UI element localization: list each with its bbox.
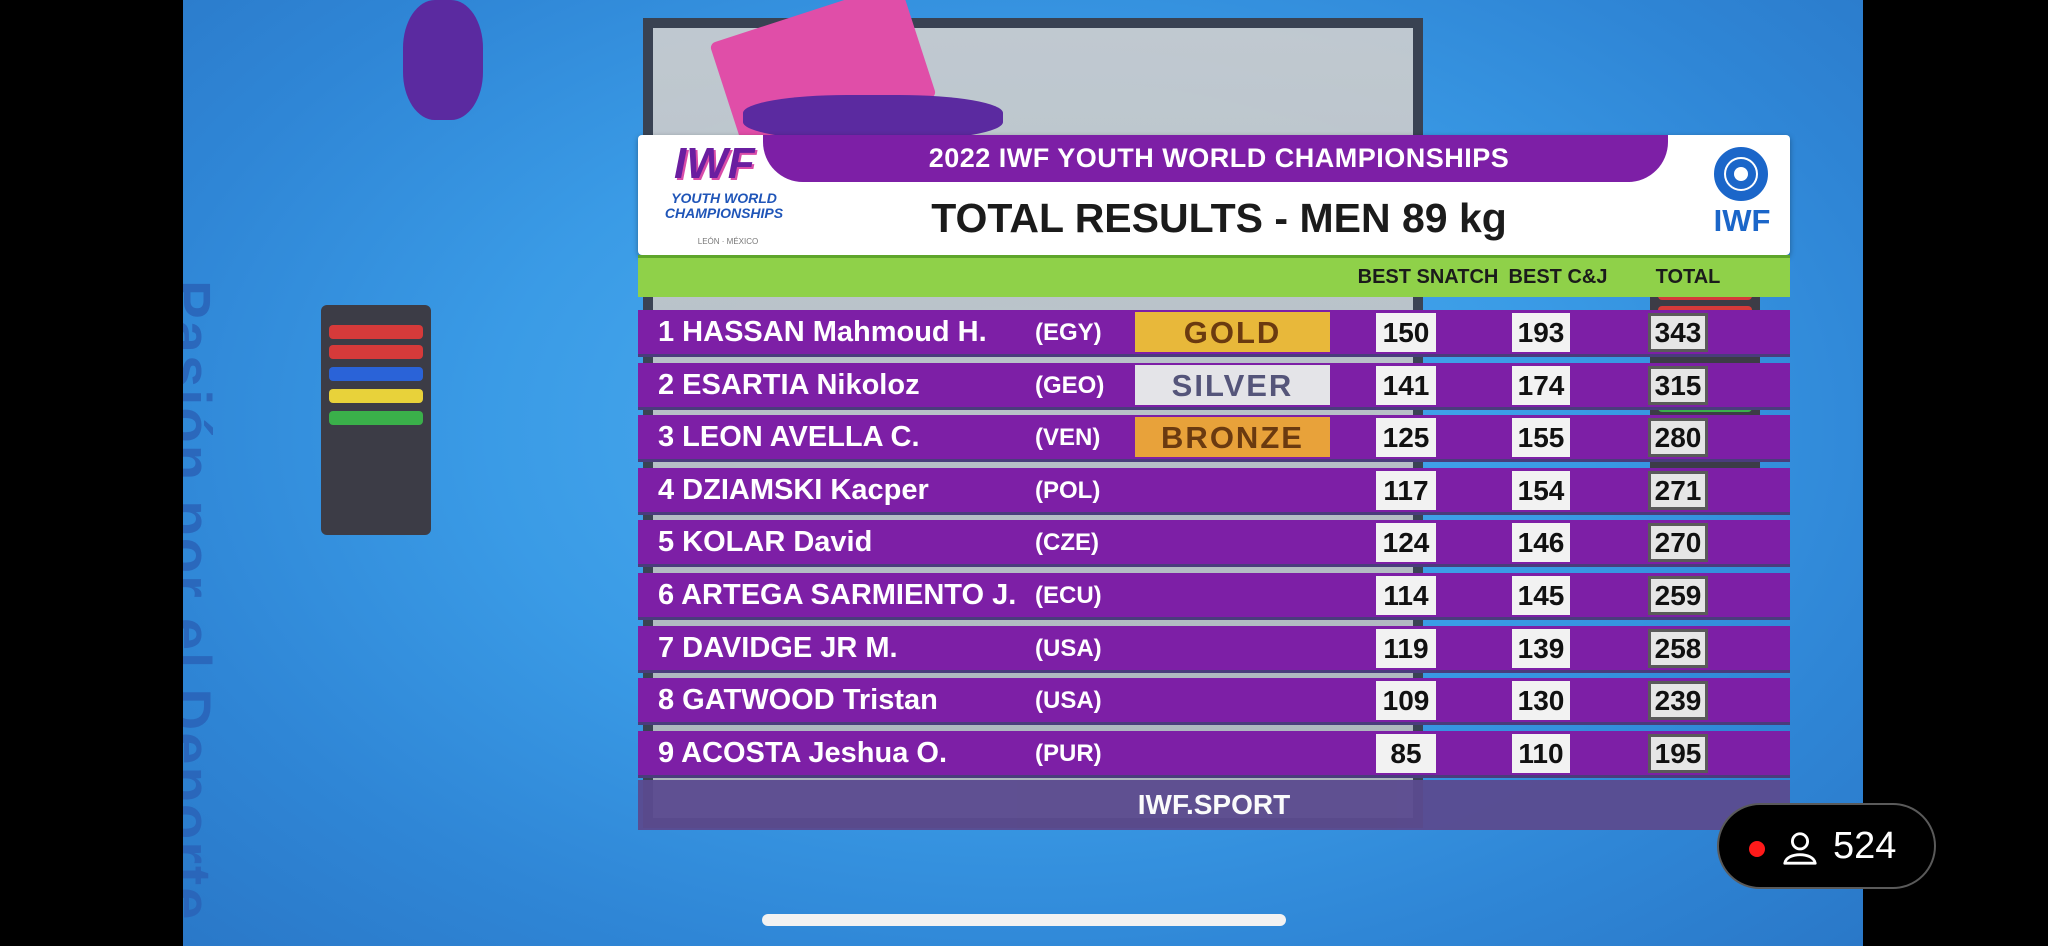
athlete-name: 2 ESARTIA Nikoloz (658, 368, 920, 401)
athlete-name: 6 ARTEGA SARMIENTO J. (658, 579, 1017, 611)
column-headers: BEST SNATCH BEST C&J TOTAL (638, 255, 1790, 297)
athlete-name: 5 KOLAR David (658, 526, 873, 559)
athlete-name: 8 GATWOOD Tristan (658, 684, 938, 717)
sponsor-banner-left: Pasión por el Deporte (183, 280, 222, 922)
iwf-logo: IWF (1678, 141, 1786, 249)
athlete-country: (ECU) (1035, 582, 1102, 609)
coach-figure (743, 95, 1003, 140)
cj-value: 154 (1512, 470, 1570, 510)
plate-rack-left (321, 305, 431, 535)
event-name: 2022 IWF YOUTH WORLD CHAMPIONSHIPS (928, 143, 1510, 173)
athlete-name: 3 LEON AVELLA C. (658, 421, 920, 454)
athlete-name: 1 HASSAN Mahmoud H. (658, 316, 987, 348)
total-value: 239 (1648, 681, 1708, 721)
athlete-country: (USA) (1035, 687, 1102, 715)
result-row: 4 DZIAMSKI Kacper (POL) 117 154 271 (638, 467, 1790, 515)
scoreboard-footer: IWF.SPORT (638, 780, 1790, 830)
cj-value: 139 (1512, 628, 1570, 668)
snatch-value: 114 (1376, 576, 1436, 615)
medal-badge: SILVER (1135, 364, 1330, 405)
video-stream[interactable]: Pasión por el Deporte 2022 IWF YOUTH WOR… (183, 0, 1863, 946)
athlete-country: (VEN) (1035, 424, 1101, 452)
result-row: 5 KOLAR David (CZE) 124 146 270 (638, 520, 1790, 568)
scoreboard-header: 2022 IWF YOUTH WORLD CHAMPIONSHIPS TOTAL… (638, 135, 1790, 255)
athlete-country: (GEO) (1035, 371, 1105, 399)
athlete-country: (CZE) (1035, 529, 1099, 557)
live-viewers-badge[interactable]: 524 (1717, 803, 1936, 889)
cj-value: 110 (1512, 733, 1570, 773)
total-value: 270 (1648, 523, 1708, 563)
cj-value: 193 (1512, 313, 1570, 352)
column-total: TOTAL (1655, 266, 1721, 288)
snatch-value: 109 (1376, 681, 1436, 721)
total-value: 195 (1648, 733, 1708, 773)
snatch-value: 141 (1376, 365, 1436, 405)
athlete-name: 7 DAVIDGE JR M. (658, 631, 898, 664)
iwf-website: IWF.SPORT (1137, 789, 1291, 820)
total-value: 280 (1648, 418, 1708, 458)
snatch-value: 150 (1376, 313, 1436, 352)
results-scoreboard: 2022 IWF YOUTH WORLD CHAMPIONSHIPS TOTAL… (638, 135, 1790, 830)
result-row: 9 ACOSTA Jeshua O. (PUR) 85 110 195 (638, 730, 1790, 778)
athlete-figure (403, 0, 483, 120)
athlete-country: (USA) (1035, 634, 1102, 662)
snatch-value: 117 (1376, 470, 1436, 510)
result-row: 2 ESARTIA Nikoloz (GEO) SILVER 141 174 315 (638, 362, 1790, 410)
athlete-country: (EGY) (1035, 319, 1102, 346)
total-value: 258 (1648, 628, 1708, 668)
athlete-country: (PUR) (1035, 739, 1102, 767)
cj-value: 174 (1512, 365, 1570, 405)
snatch-value: 125 (1376, 418, 1436, 458)
column-best-cj: BEST C&J (1508, 266, 1608, 288)
viewer-count: 524 (1833, 825, 1897, 867)
results-title: TOTAL RESULTS - MEN 89 kg (931, 195, 1507, 241)
result-row: 6 ARTEGA SARMIENTO J. (ECU) 114 145 259 (638, 573, 1790, 620)
result-row: 8 GATWOOD Tristan (USA) 109 130 239 (638, 678, 1790, 726)
total-value: 259 (1648, 576, 1708, 615)
total-value: 271 (1648, 470, 1708, 510)
column-best-snatch: BEST SNATCH (1357, 266, 1499, 288)
youth-championships-logo: IWF YOUTH WORLD CHAMPIONSHIPS LEÓN · MÉX… (664, 139, 784, 246)
athlete-country: (POL) (1035, 476, 1101, 504)
cj-value: 146 (1512, 523, 1570, 563)
result-row: 3 LEON AVELLA C. (VEN) BRONZE 125 155 280 (638, 415, 1790, 463)
athlete-name: 9 ACOSTA Jeshua O. (658, 736, 947, 769)
snatch-value: 124 (1376, 523, 1436, 563)
cj-value: 145 (1512, 576, 1570, 615)
cj-value: 155 (1512, 418, 1570, 458)
total-value: 343 (1648, 313, 1708, 352)
cj-value: 130 (1512, 681, 1570, 721)
home-indicator[interactable] (762, 914, 1286, 926)
snatch-value: 85 (1376, 733, 1436, 773)
athlete-name: 4 DZIAMSKI Kacper (658, 473, 929, 506)
person-icon (1783, 832, 1817, 865)
result-row: 1 HASSAN Mahmoud H. (EGY) GOLD 150 193 343 (638, 310, 1790, 357)
live-dot-icon (1749, 841, 1765, 857)
snatch-value: 119 (1376, 628, 1436, 668)
total-value: 315 (1648, 365, 1708, 405)
result-row: 7 DAVIDGE JR M. (USA) 119 139 258 (638, 625, 1790, 673)
medal-badge: BRONZE (1135, 417, 1330, 458)
medal-badge: GOLD (1135, 312, 1330, 352)
